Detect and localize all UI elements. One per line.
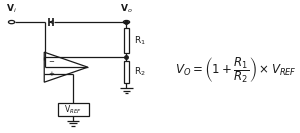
Text: V$_i$: V$_i$: [6, 2, 17, 15]
Text: $+$: $+$: [48, 69, 55, 78]
Bar: [124, 28, 129, 53]
Bar: [58, 103, 89, 116]
Text: $-$: $-$: [48, 57, 55, 63]
Text: V$_o$: V$_o$: [120, 2, 133, 15]
Text: $V_O = \left(1 + \dfrac{R_1}{R_2}\right) \times V_{REF}$: $V_O = \left(1 + \dfrac{R_1}{R_2}\right)…: [175, 55, 297, 85]
Text: V$_{REF}$: V$_{REF}$: [64, 103, 82, 116]
Text: R$_2$: R$_2$: [134, 66, 146, 78]
Text: R$_1$: R$_1$: [134, 35, 146, 47]
Bar: [124, 61, 129, 83]
